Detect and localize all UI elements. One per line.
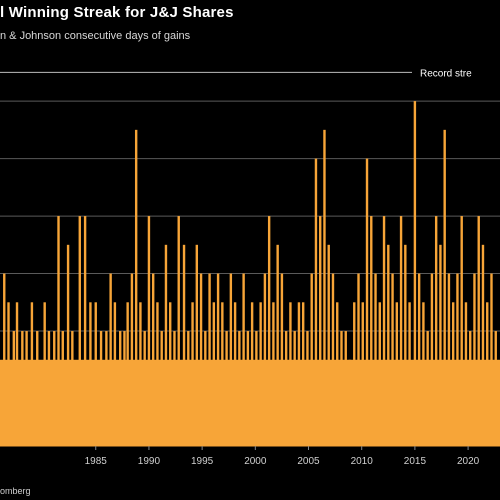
- streak-bar-38: [182, 244, 186, 446]
- x-tick-label-2000: 2000: [244, 456, 267, 467]
- streak-bar-108: [481, 244, 485, 446]
- streak-bar-85: [382, 216, 386, 446]
- streak-bar-99: [443, 129, 446, 446]
- streak-bar-11: [57, 216, 60, 446]
- streak-bar-70: [319, 216, 322, 446]
- streak-bar-13: [66, 244, 70, 446]
- streak-bar-58: [267, 216, 271, 446]
- streak-bar-60: [276, 244, 279, 446]
- streak-bar-41: [195, 244, 199, 446]
- chart-title: l Winning Streak for J&J Shares: [0, 4, 234, 21]
- streak-bar-71: [323, 129, 326, 446]
- streak-bar-27: [134, 129, 138, 446]
- record-line-label: Record stre: [420, 68, 472, 79]
- streak-bar-103: [460, 216, 463, 446]
- streak-bar-16: [83, 216, 87, 446]
- x-tick-label-2005: 2005: [297, 456, 320, 467]
- streak-bar-92: [413, 101, 417, 446]
- streak-bar-86: [387, 244, 390, 446]
- streak-bar-69: [314, 158, 318, 446]
- x-tick-label-2020: 2020: [457, 456, 480, 467]
- bar-series: [0, 101, 500, 446]
- streak-bar-30: [147, 216, 151, 446]
- streak-bar-81: [365, 158, 369, 446]
- streak-bar-37: [177, 216, 180, 446]
- streak-bar-90: [404, 244, 407, 446]
- source-note: omberg: [0, 486, 31, 496]
- x-axis: 1985 1990 1995 2000 2005 2010 2015 2020: [0, 445, 500, 467]
- streak-bar-34: [164, 244, 168, 446]
- x-tick-label-1985: 1985: [85, 456, 108, 467]
- gridlines: [0, 100, 500, 390]
- streak-bar-98: [439, 244, 442, 446]
- streak-bar-107: [477, 216, 480, 446]
- x-tick-label-1995: 1995: [191, 456, 214, 467]
- x-tick-label-1990: 1990: [138, 456, 161, 467]
- streak-bar-72: [327, 244, 330, 446]
- short-streaks-base: [0, 359, 500, 446]
- x-tick-label-2010: 2010: [351, 456, 374, 467]
- streak-bar-15: [78, 216, 81, 446]
- streak-bar-97: [434, 216, 438, 446]
- chart-subtitle: n & Johnson consecutive days of gains: [0, 30, 191, 42]
- x-tick-label-2015: 2015: [404, 456, 427, 467]
- streak-bar-82: [370, 216, 373, 446]
- record-reference: Record stre: [0, 68, 472, 79]
- streak-bar-89: [399, 216, 403, 446]
